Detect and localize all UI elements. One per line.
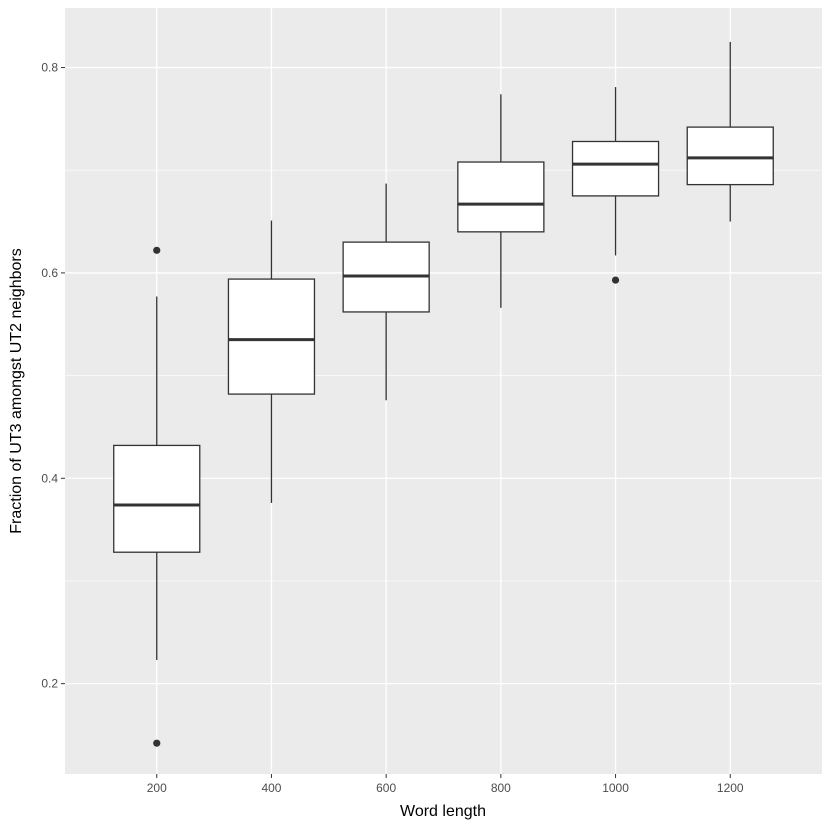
x-tick-label: 400 (261, 781, 281, 795)
iqr-box (113, 444, 201, 553)
y-tick-label: 0.6 (41, 266, 58, 280)
boxes (113, 41, 774, 747)
y-tick-label: 0.4 (41, 471, 58, 485)
x-tick-label: 600 (376, 781, 396, 795)
iqr-box (457, 161, 545, 233)
x-axis: 200 400 600 800 1000 1200 (147, 774, 744, 795)
x-axis-title: Word length (400, 803, 486, 820)
iqr-box (571, 140, 660, 197)
iqr-box (686, 126, 774, 186)
x-tick-label: 1200 (717, 781, 744, 795)
y-tick-label: 0.2 (41, 677, 58, 691)
x-tick-label: 1000 (602, 781, 629, 795)
box-1200 (686, 41, 774, 222)
y-axis-title: Fraction of UT3 amongst UT2 neighbors (8, 248, 25, 533)
y-axis: 0.2 0.4 0.6 0.8 (41, 61, 65, 691)
outlier-point (611, 276, 620, 284)
box-200 (113, 246, 201, 747)
iqr-box (227, 278, 316, 395)
box-600 (342, 183, 430, 401)
box-1000 (571, 87, 660, 284)
y-tick-label: 0.8 (41, 61, 58, 75)
outlier-point (153, 739, 161, 747)
box-400 (227, 220, 316, 503)
plot-panel (65, 8, 822, 774)
x-tick-label: 200 (147, 781, 167, 795)
outlier-point (153, 246, 161, 254)
box-800 (457, 94, 545, 308)
x-tick-label: 800 (491, 781, 511, 795)
